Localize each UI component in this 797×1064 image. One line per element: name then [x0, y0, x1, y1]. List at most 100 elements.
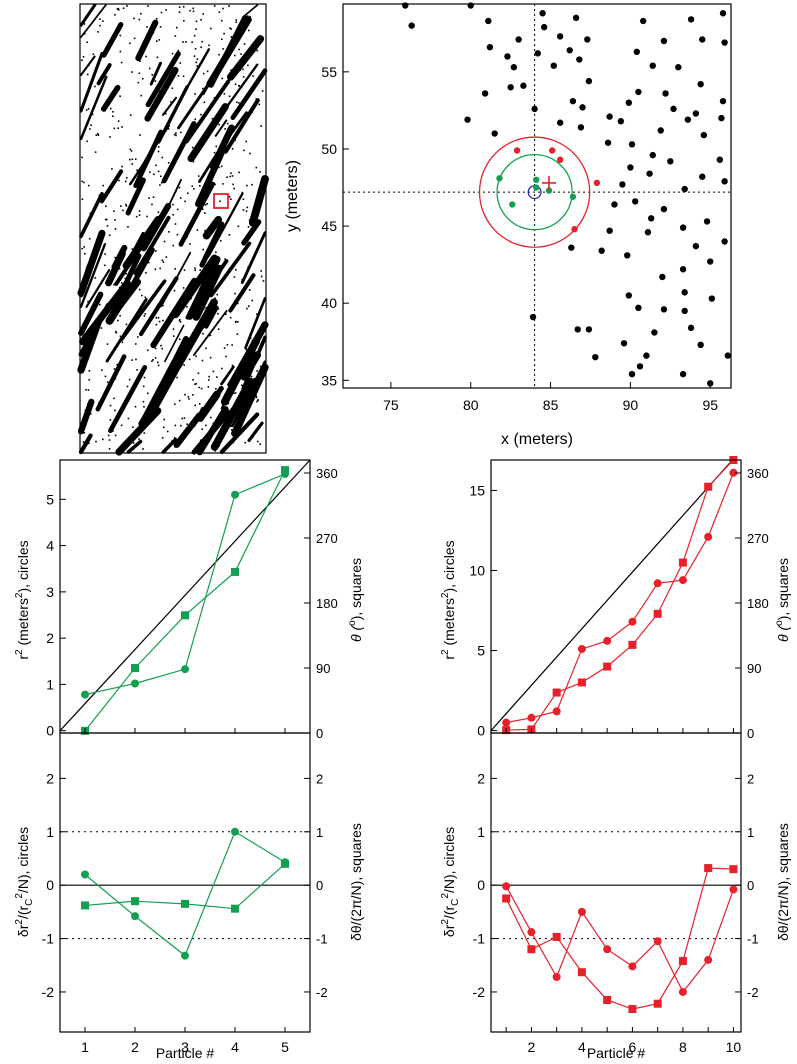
- particle-dot: [136, 169, 138, 172]
- particle-dot: [113, 127, 116, 130]
- particle-dot: [178, 186, 181, 189]
- particle-dot: [199, 277, 202, 280]
- particle-point: [708, 295, 716, 302]
- particle-dot: [170, 101, 172, 103]
- particle-map-streaks: [77, 3, 269, 456]
- green-radius-circle: [496, 153, 573, 231]
- particle-dot: [158, 39, 161, 41]
- particle-dot: [114, 219, 116, 221]
- particle-dot: [210, 27, 212, 30]
- streak: [220, 365, 235, 386]
- particle-dot: [231, 175, 234, 177]
- particle-dot: [187, 395, 190, 398]
- particle-dot: [210, 103, 213, 105]
- residual-red-x-axis-label: Particle #: [587, 1045, 646, 1061]
- particle-dot: [143, 406, 145, 408]
- particle-dot: [95, 134, 98, 136]
- particle-dot: [212, 222, 214, 225]
- particle-dot: [89, 212, 92, 215]
- particle-point: [679, 266, 687, 273]
- particle-dot: [235, 401, 237, 404]
- particle-point: [635, 88, 642, 96]
- particle-dot: [171, 160, 174, 162]
- particle-dot: [203, 101, 206, 104]
- particle-dot: [242, 76, 245, 78]
- particle-dot: [162, 261, 165, 263]
- particle-dot: [179, 321, 182, 323]
- particle-point: [520, 82, 527, 89]
- particle-dot: [202, 308, 205, 311]
- particle-dot: [226, 176, 228, 179]
- particle-dot: [184, 352, 186, 355]
- particle-map-panel: [77, 3, 269, 456]
- particle-dot: [188, 290, 191, 293]
- particle-dot: [117, 319, 119, 322]
- particle-dot: [145, 55, 147, 58]
- particle-point: [699, 173, 706, 180]
- particle-dot: [230, 28, 232, 30]
- particle-dot: [148, 197, 150, 199]
- dr2-point: [729, 885, 738, 894]
- particle-dot: [213, 151, 216, 154]
- particle-dot: [163, 225, 166, 228]
- left-tick-label: 4: [46, 538, 54, 554]
- streak: [79, 191, 104, 239]
- growth-red-panel: 0 5 10 15 0 90 180 270 360 r2 (meters2), circles…: [440, 456, 791, 741]
- particle-dot: [171, 87, 174, 90]
- streak: [221, 377, 256, 436]
- particle-dot: [256, 370, 258, 372]
- y-tick-label: 50: [321, 141, 337, 157]
- particle-dot: [120, 424, 123, 427]
- streak: [79, 3, 97, 27]
- particle-dot: [172, 328, 175, 330]
- particle-dot: [125, 272, 128, 275]
- particle-dot: [126, 385, 129, 388]
- particle-dot: [114, 377, 117, 380]
- particle-dot: [113, 368, 116, 370]
- particle-dot: [81, 156, 83, 159]
- particle-point: [569, 97, 577, 105]
- particle-point: [531, 105, 538, 113]
- particle-dot: [243, 43, 246, 45]
- particle-dot: [83, 432, 86, 434]
- particle-dot: [222, 48, 224, 50]
- right-tick-label: 360: [316, 466, 338, 481]
- particle-dot: [172, 203, 174, 206]
- x-tick-label: 75: [383, 397, 399, 413]
- r2-point: [502, 718, 511, 727]
- particle-point: [464, 116, 471, 123]
- particle-dot: [214, 183, 216, 186]
- dr2-point: [704, 955, 713, 964]
- x-tick-label: 95: [702, 397, 718, 413]
- zoom-scatter-panel: 75 80 85 90 95 35 40 45 50 55 x (meters) y (meter…: [284, 2, 732, 448]
- particle-dot: [142, 400, 145, 403]
- particle-point: [684, 116, 692, 123]
- particle-dot: [95, 440, 97, 443]
- particle-dot: [140, 373, 143, 375]
- particle-dot: [122, 284, 124, 287]
- particle-dot: [101, 369, 103, 371]
- r2-point: [603, 636, 612, 645]
- particle-dot: [205, 347, 207, 350]
- particle-dot: [143, 432, 146, 434]
- particle-dot: [149, 407, 152, 410]
- dr2-point: [552, 973, 561, 982]
- particle-dot: [102, 438, 104, 441]
- particle-dot: [97, 134, 100, 137]
- particle-dot: [232, 97, 234, 100]
- particle-dot: [251, 111, 254, 113]
- left-tick-label: 15: [469, 482, 485, 498]
- left-tick-label: 0: [477, 877, 485, 893]
- particle-dot: [161, 437, 164, 439]
- streak: [167, 178, 182, 208]
- particle-point: [667, 158, 674, 165]
- particle-dot: [208, 334, 211, 337]
- particle-dot: [246, 307, 248, 310]
- particle-dot: [106, 343, 109, 345]
- streak: [219, 412, 260, 455]
- particle-dot: [138, 72, 141, 75]
- particle-dot: [94, 85, 96, 88]
- particle-dot: [194, 269, 197, 272]
- particle-dot: [199, 269, 201, 271]
- particle-dot: [152, 32, 155, 34]
